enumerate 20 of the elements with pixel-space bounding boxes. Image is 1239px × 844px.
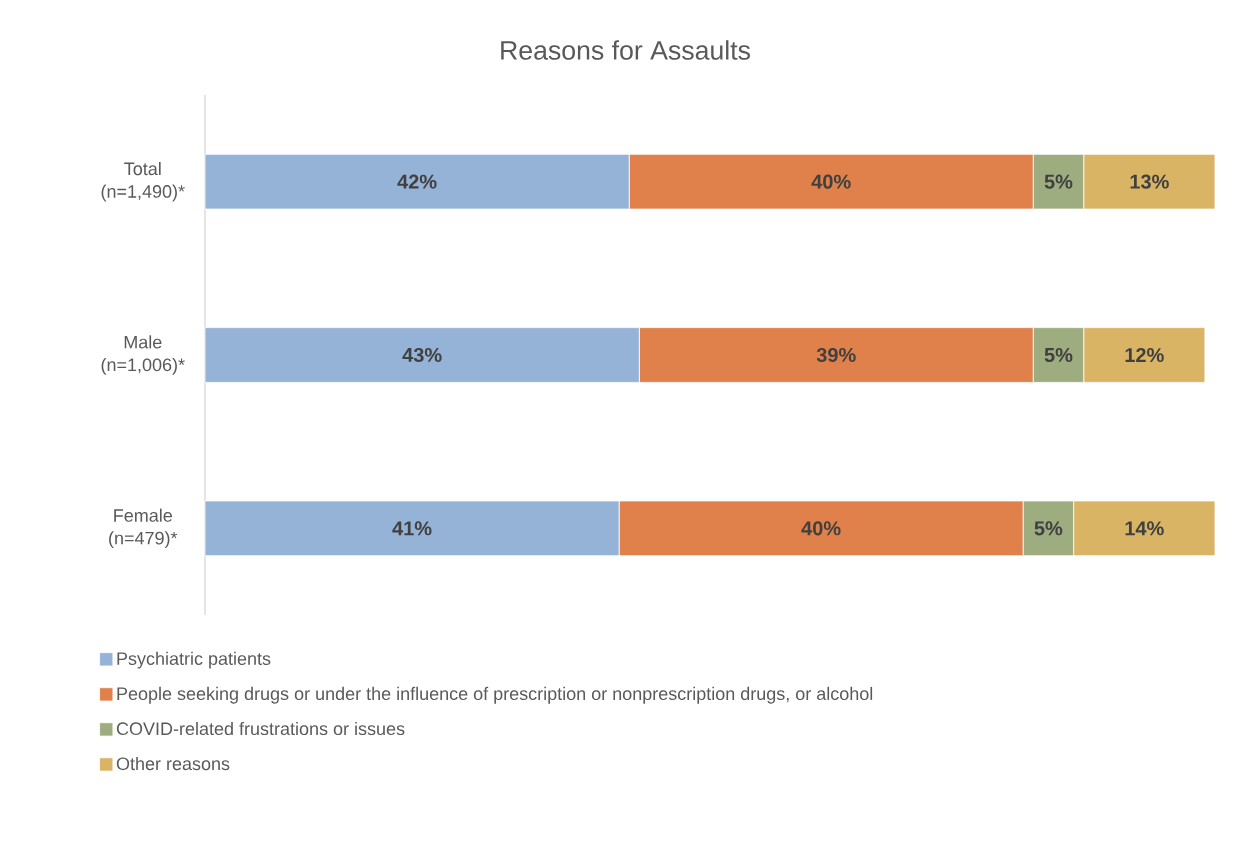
data-label: 43% <box>402 347 442 363</box>
chart-title: Reasons for Assaults <box>501 40 750 60</box>
y-tick-label: Female (n=479)* <box>109 508 178 549</box>
data-label: 5% <box>1044 174 1073 189</box>
data-label: 5% <box>1044 347 1073 363</box>
y-tick-label: Total (n=1,490)* <box>101 161 185 202</box>
data-label: 42% <box>397 174 437 189</box>
legend-label: Psychiatric patients <box>117 651 271 669</box>
data-label: 39% <box>816 347 856 363</box>
data-label: 12% <box>1125 347 1164 363</box>
legend-label: COVID-related frustrations or issues <box>116 721 405 736</box>
data-label: 5% <box>1034 521 1063 536</box>
legend-label: Other reasons <box>116 756 230 771</box>
y-tick-label: Male (n=1,006)* <box>101 335 185 375</box>
data-label: 13% <box>1130 174 1169 189</box>
data-label: 40% <box>801 521 841 536</box>
data-label: 40% <box>811 174 851 189</box>
data-label: 14% <box>1125 521 1164 536</box>
legend-label: People seeking drugs or under the influence of prescription or nonprescription drugs, or alcohol <box>117 686 873 704</box>
data-label: 41% <box>392 521 432 536</box>
